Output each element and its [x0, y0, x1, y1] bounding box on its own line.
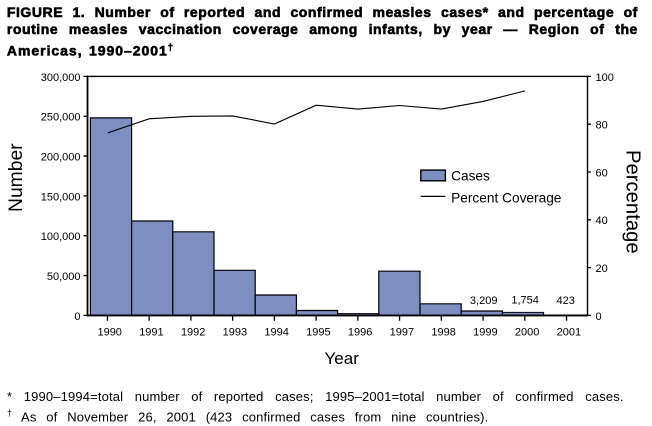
svg-text:1,754: 1,754 [511, 295, 539, 307]
svg-text:Percent Coverage: Percent Coverage [451, 190, 561, 205]
svg-text:100,000: 100,000 [41, 231, 81, 243]
svg-text:2000: 2000 [515, 327, 539, 339]
svg-text:1999: 1999 [473, 327, 497, 339]
svg-text:0: 0 [74, 311, 80, 323]
svg-text:40: 40 [596, 215, 608, 227]
svg-text:1992: 1992 [181, 327, 205, 339]
svg-text:1995: 1995 [306, 327, 330, 339]
svg-text:200,000: 200,000 [41, 151, 81, 163]
svg-text:60: 60 [596, 167, 608, 179]
svg-text:Percentage: Percentage [622, 150, 644, 254]
svg-text:80: 80 [596, 120, 608, 132]
svg-text:1993: 1993 [223, 327, 247, 339]
svg-text:100: 100 [596, 72, 614, 84]
svg-text:1991: 1991 [139, 327, 163, 339]
svg-text:1994: 1994 [264, 327, 288, 339]
svg-text:Cases: Cases [451, 168, 490, 183]
svg-text:2001: 2001 [557, 327, 581, 339]
svg-text:150,000: 150,000 [41, 191, 81, 203]
svg-text:1997: 1997 [390, 327, 414, 339]
svg-text:1998: 1998 [431, 327, 455, 339]
svg-text:300,000: 300,000 [41, 72, 81, 84]
svg-text:250,000: 250,000 [41, 112, 81, 124]
svg-text:1990: 1990 [97, 327, 121, 339]
svg-text:Year: Year [325, 349, 360, 368]
svg-text:0: 0 [596, 311, 602, 323]
svg-text:423: 423 [557, 295, 575, 307]
svg-text:1996: 1996 [348, 327, 372, 339]
svg-text:50,000: 50,000 [47, 271, 81, 283]
svg-text:3,209: 3,209 [470, 295, 498, 307]
svg-text:Number: Number [6, 143, 27, 212]
svg-text:20: 20 [596, 263, 608, 275]
